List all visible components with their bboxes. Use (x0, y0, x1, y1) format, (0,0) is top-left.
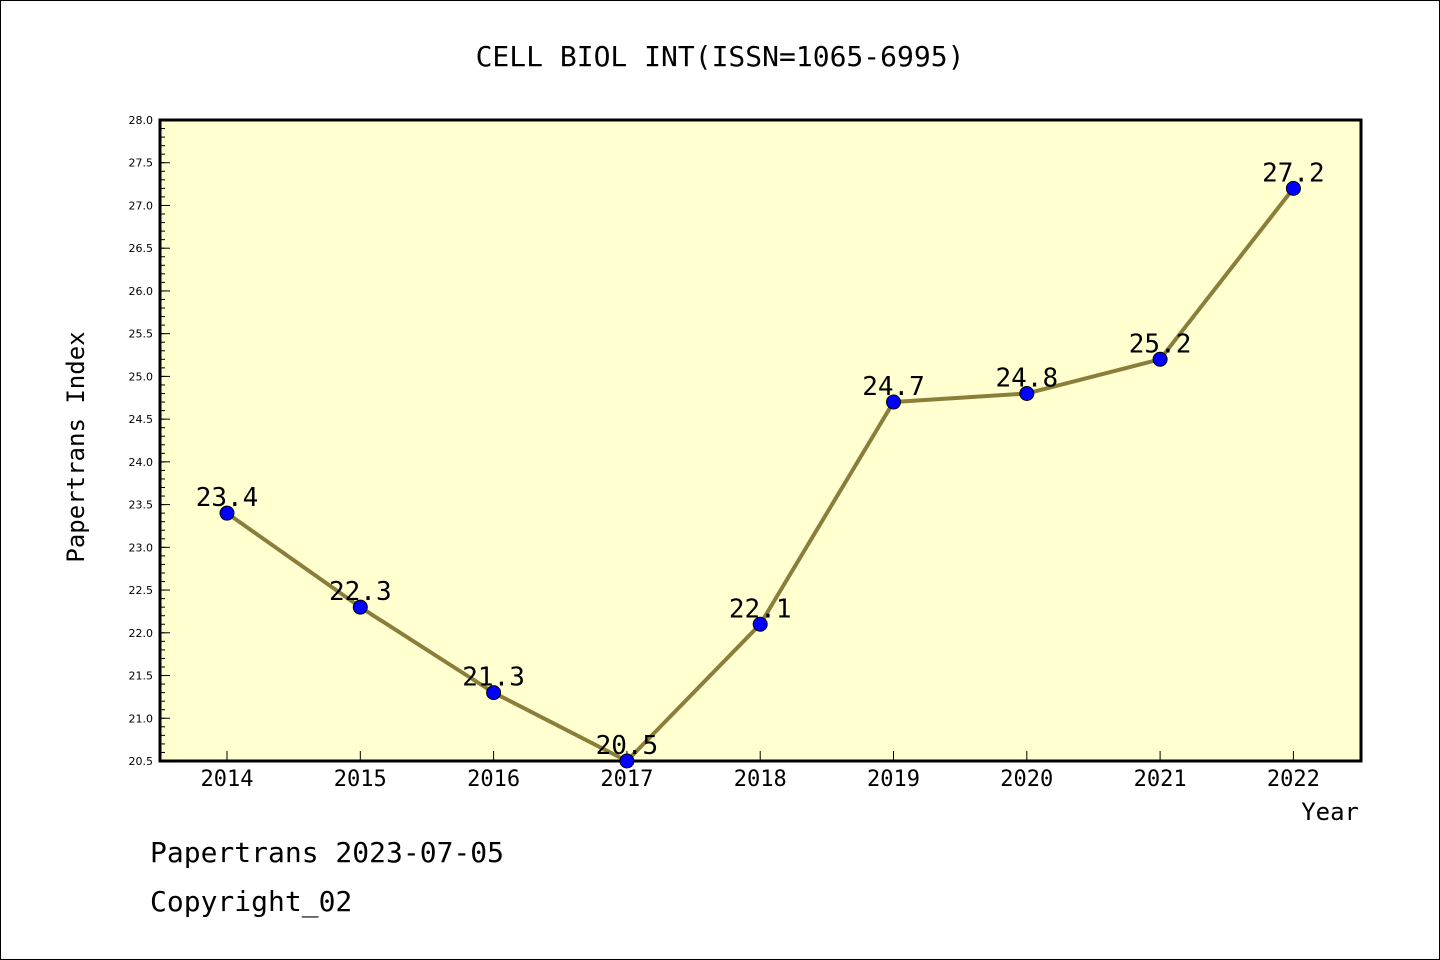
y-tick-label: 21.5 (129, 670, 154, 683)
data-point (219, 505, 235, 521)
x-axis: 2014 2015 2016 2017 2018 2019 2020 2021 2022 (201, 751, 1320, 792)
y-tick-label: 21.0 (129, 712, 154, 725)
data-point (752, 616, 768, 632)
y-tick-label: 23.5 (129, 499, 154, 512)
data-label: 23.4 (196, 483, 259, 513)
y-tick-label: 26.5 (129, 242, 154, 255)
x-tick-label: 2017 (600, 767, 653, 792)
y-axis-label: Papertrans Index (62, 331, 90, 562)
data-labels: 23.4 22.3 21.3 20.5 22.1 24.7 24.8 25.2 27.2 (196, 158, 1325, 761)
data-point (619, 753, 635, 769)
data-label: 21.3 (462, 663, 525, 693)
y-tick-label: 22.5 (129, 584, 154, 597)
data-point (886, 394, 901, 410)
data-point (1019, 385, 1035, 401)
x-axis-label: Year (1301, 798, 1359, 826)
data-label: 22.1 (729, 594, 792, 624)
chart-title: CELL BIOL INT(ISSN=1065-6995) (476, 40, 965, 73)
x-tick-label: 2022 (1267, 767, 1320, 792)
y-axis: 20.5 21.0 21.5 22.0 22.5 23.0 23.5 24.0 24.5 25.0… (129, 114, 170, 768)
y-tick-label: 20.5 (129, 755, 154, 768)
y-tick-label: 28.0 (129, 114, 154, 127)
plot-area (158, 118, 1363, 763)
data-label: 20.5 (596, 731, 659, 761)
x-tick-label: 2015 (334, 767, 387, 792)
y-tick-label: 24.5 (129, 413, 154, 426)
x-tick-label: 2014 (201, 767, 254, 792)
footer-date-text: Papertrans 2023-07-05 (150, 836, 505, 869)
y-tick-label: 27.5 (129, 157, 154, 170)
y-tick-label: 22.0 (129, 627, 154, 640)
data-label: 24.8 (995, 363, 1058, 393)
footer-copyright-text: Copyright_02 (150, 885, 353, 918)
data-label: 27.2 (1262, 158, 1325, 188)
y-tick-label: 25.5 (129, 328, 154, 341)
y-tick-label: 27.0 (129, 199, 154, 212)
data-label: 25.2 (1129, 329, 1192, 359)
x-tick-label: 2020 (1000, 767, 1053, 792)
x-tick-label: 2019 (867, 767, 920, 792)
y-tick-label: 23.0 (129, 541, 154, 554)
data-label: 24.7 (862, 372, 925, 402)
y-tick-label: 26.0 (129, 285, 154, 298)
x-tick-label: 2021 (1134, 767, 1187, 792)
data-point (352, 599, 368, 615)
data-point (1152, 351, 1168, 367)
x-tick-label: 2018 (734, 767, 787, 792)
x-tick-label: 2016 (467, 767, 520, 792)
data-point (486, 685, 502, 701)
y-tick-label: 25.0 (129, 370, 154, 383)
data-label: 22.3 (329, 577, 392, 607)
y-tick-label: 24.0 (129, 456, 154, 469)
series-markers (219, 180, 1301, 769)
data-point (1285, 180, 1301, 196)
